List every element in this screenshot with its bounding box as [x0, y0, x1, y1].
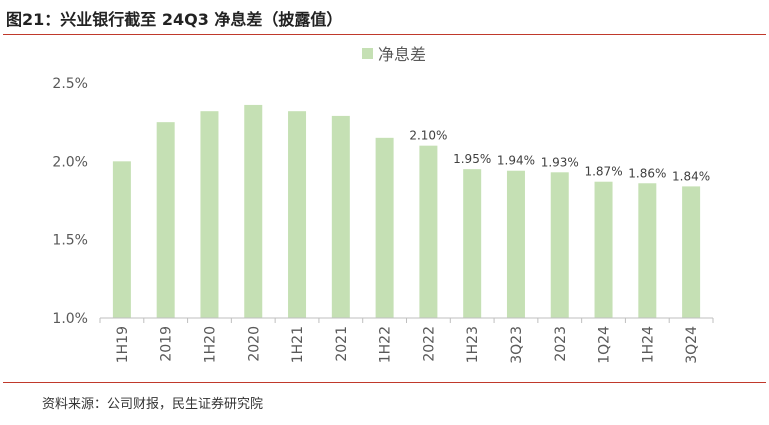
- bar-1H23: [463, 169, 482, 318]
- bar-1H22: [375, 137, 394, 318]
- legend-label: 净息差: [378, 45, 426, 64]
- y-tick-label: 1.5%: [52, 233, 88, 249]
- bar-2020: [244, 104, 263, 319]
- y-tick-label: 1.0%: [52, 311, 88, 327]
- x-tick-label: 1Q24: [597, 326, 613, 364]
- bar-2022: [419, 145, 438, 318]
- x-tick-label: 1H20: [202, 326, 218, 363]
- bar-3Q23: [506, 170, 525, 318]
- bar-1H20: [200, 111, 219, 318]
- data-label: 1.94%: [497, 154, 535, 168]
- x-tick-label: 1H24: [640, 326, 656, 363]
- figure-title: 图21：兴业银行截至 24Q3 净息差（披露值）: [6, 10, 343, 29]
- source-note: 资料来源：公司财报，民生证券研究院: [42, 397, 264, 412]
- x-tick-label: 2023: [553, 326, 569, 362]
- x-tick-label: 1H22: [378, 326, 394, 363]
- x-tick-label: 2019: [159, 326, 175, 362]
- x-tick-label: 2022: [421, 326, 437, 362]
- bar-1H24: [638, 183, 657, 318]
- bar-2021: [331, 115, 350, 319]
- x-tick-label: 1H23: [465, 326, 481, 363]
- data-label: 1.93%: [541, 155, 579, 169]
- x-tick-label: 3Q24: [684, 326, 700, 364]
- source-rule: [3, 382, 766, 383]
- data-label: 1.95%: [453, 152, 491, 166]
- data-label: 1.86%: [628, 166, 666, 180]
- x-tick-label: 1H19: [115, 326, 131, 363]
- legend-swatch: [362, 48, 373, 59]
- y-tick-label: 2.5%: [52, 76, 88, 92]
- y-axis: 1.0% 1.5% 2.0% 2.5%: [52, 76, 88, 327]
- bar-2019: [156, 122, 175, 318]
- bar-1H21: [288, 111, 307, 318]
- x-tick-label: 2020: [246, 326, 262, 362]
- x-tick-label: 1H21: [290, 326, 306, 363]
- x-tick-label: 3Q23: [509, 326, 525, 364]
- bar-chart: 净息差 1.0% 1.5% 2.0% 2.5% 2.10% 1.95% 1.94% 1.93…: [52, 45, 714, 364]
- x-axis: 1H19 2019 1H20 2020 1H21 2021 1H22 2022 1H23 3Q23…: [99, 317, 714, 364]
- data-label: 1.84%: [672, 169, 710, 183]
- x-tick-label: 2021: [334, 326, 350, 362]
- bar-3Q24: [682, 186, 701, 318]
- y-tick-label: 2.0%: [52, 154, 88, 170]
- bar-1Q24: [594, 181, 613, 318]
- title-rule: [3, 34, 766, 35]
- bars: [112, 104, 701, 319]
- data-label: 2.10%: [409, 129, 447, 143]
- bar-2023: [550, 172, 569, 318]
- data-labels: 2.10% 1.95% 1.94% 1.93% 1.87% 1.86% 1.84%: [409, 129, 710, 184]
- bar-1H19: [112, 161, 131, 318]
- data-label: 1.87%: [584, 165, 622, 179]
- legend: 净息差: [362, 45, 426, 64]
